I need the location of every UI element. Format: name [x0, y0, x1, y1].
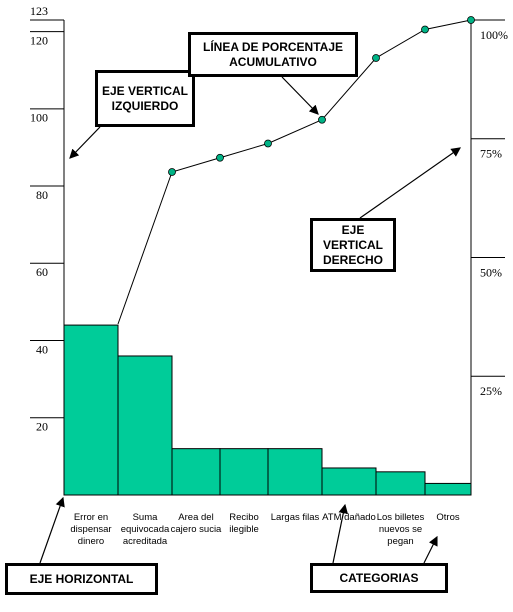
bar [219, 448, 269, 496]
bar [171, 448, 221, 496]
x-tick-label: Recibo ilegible [229, 512, 259, 535]
y-tick-label: 20 [36, 420, 48, 434]
bar [375, 471, 426, 496]
bar [321, 467, 377, 496]
x-tick-label: Largas filas [270, 512, 320, 523]
annotation: EJE VERTICAL IZQUIERDO [95, 70, 195, 127]
cumulative-marker [372, 54, 380, 62]
bar [63, 324, 119, 496]
y-tick-label: 123 [30, 4, 48, 18]
x-tick-label: Area del cajero sucia [170, 512, 222, 535]
y2-tick-label: 50% [480, 265, 502, 279]
cumulative-marker [421, 25, 429, 34]
cumulative-marker [467, 16, 475, 24]
annotation: EJE HORIZONTAL [5, 563, 158, 595]
y2-tick-label: 100% [480, 28, 508, 42]
y-tick-label: 100 [30, 111, 48, 125]
bar [424, 482, 472, 496]
y2-tick-label: 75% [480, 147, 502, 161]
y-tick-label: 40 [36, 342, 48, 356]
bar [117, 355, 173, 496]
x-tick-label: Error en dispensar dinero [70, 512, 112, 547]
y-tick-label: 120 [30, 33, 48, 47]
cumulative-line [117, 19, 472, 325]
arrows [39, 76, 461, 564]
x-tick-label: Suma equivocada acreditada [120, 512, 170, 547]
x-tick-label: Otros [436, 512, 460, 523]
cumulative-marker [216, 153, 224, 162]
y2-tick-label: 25% [480, 384, 502, 398]
x-tick-label: ATM dañado [322, 512, 376, 523]
bar [267, 448, 323, 496]
y-tick-label: 60 [36, 265, 48, 279]
x-tick-label: Los billetes nuevos se pegan [376, 512, 425, 547]
cumulative-marker [264, 139, 272, 148]
annotation: CATEGORIAS [310, 563, 448, 593]
annotation: LÍNEA DE PORCENTAJE ACUMULATIVO [188, 32, 358, 77]
annotation: EJE VERTICAL DERECHO [310, 218, 396, 272]
cumulative-marker [318, 115, 326, 124]
y-tick-label: 80 [36, 188, 48, 202]
cumulative-marker [168, 168, 176, 176]
